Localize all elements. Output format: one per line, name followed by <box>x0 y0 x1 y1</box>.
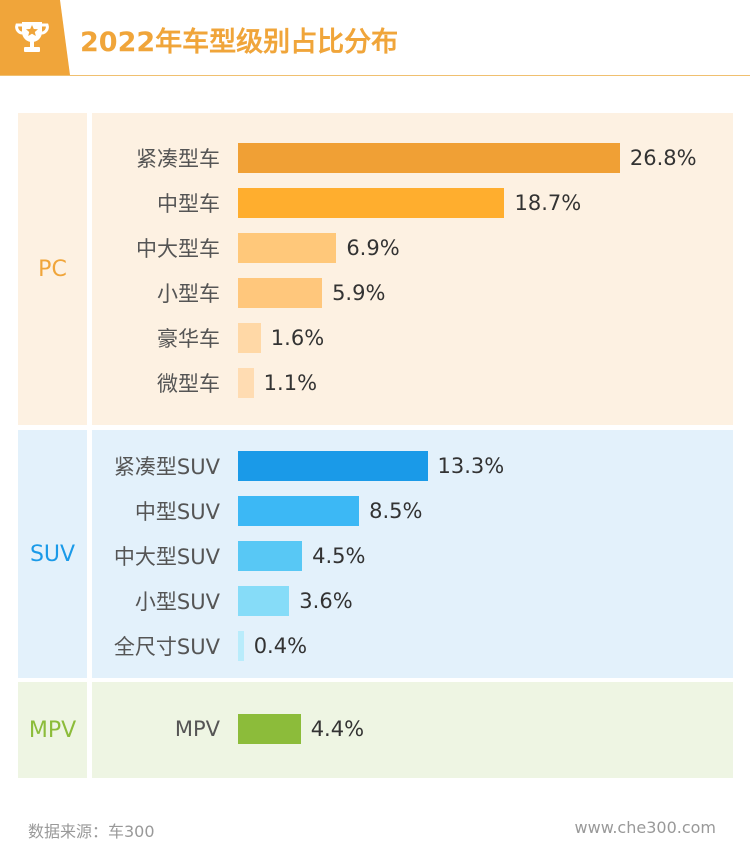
data-label: 8.5% <box>369 499 423 523</box>
bar <box>238 631 244 661</box>
bar <box>238 278 323 308</box>
bar <box>238 233 337 263</box>
group-pc: PC 紧凑型车 26.8% 中型车 18.7% 中大型车 6.9% 小型车 5.9% 豪华车 1.6… <box>18 113 733 425</box>
data-label: 1.1% <box>263 371 318 395</box>
bar <box>238 586 290 616</box>
data-label: 13.3% <box>437 454 505 478</box>
category-label: 中型车 <box>157 192 220 216</box>
chart-title: 2022年车型级别占比分布 <box>80 27 399 58</box>
category-label: 微型车 <box>157 372 220 396</box>
category-label: 豪华车 <box>157 327 220 351</box>
group-mpv: MPV MPV 4.4% <box>18 682 733 778</box>
category-label: 中型SUV <box>134 500 220 524</box>
data-label: 1.6% <box>270 326 325 350</box>
bar <box>238 188 505 218</box>
source-text: 数据来源：车300 <box>28 822 155 841</box>
group-body: 紧凑型车 26.8% 中型车 18.7% 中大型车 6.9% 小型车 5.9% 豪华车 1.6% 微… <box>92 113 733 425</box>
group-suv: SUV 紧凑型SUV 13.3% 中型SUV 8.5% 中大型SUV 4.5% 小型SUV 3.… <box>18 430 733 678</box>
header-badge <box>0 0 70 75</box>
category-label: 小型车 <box>157 282 220 306</box>
category-label: 全尺寸SUV <box>113 635 220 659</box>
group-label: SUV <box>18 430 87 678</box>
bar <box>238 143 620 173</box>
category-label: 小型SUV <box>134 590 220 614</box>
bar <box>238 368 254 398</box>
data-label: 18.7% <box>514 191 582 215</box>
bar <box>238 496 360 526</box>
data-label: 6.9% <box>346 236 400 260</box>
data-label: 4.5% <box>312 544 366 568</box>
group-body: MPV 4.4% <box>92 682 733 778</box>
data-label: 26.8% <box>629 146 697 170</box>
category-label: MPV <box>174 717 220 741</box>
category-label: 中大型SUV <box>113 545 220 569</box>
header: 2022年车型级别占比分布 <box>0 0 750 76</box>
bar <box>238 323 261 353</box>
site-url: www.che300.com <box>574 818 716 837</box>
data-label: 5.9% <box>332 281 386 305</box>
category-label: 紧凑型SUV <box>113 455 220 479</box>
bar <box>238 714 301 744</box>
trophy-icon <box>15 22 49 52</box>
category-label: 中大型车 <box>136 237 220 261</box>
data-label: 3.6% <box>299 589 353 613</box>
group-body: 紧凑型SUV 13.3% 中型SUV 8.5% 中大型SUV 4.5% 小型SUV 3.6% 全… <box>92 430 733 678</box>
data-label: 4.4% <box>310 717 365 741</box>
group-label: PC <box>18 113 87 425</box>
category-label: 紧凑型车 <box>136 147 220 171</box>
bar <box>238 541 303 571</box>
data-label: 0.4% <box>253 634 308 658</box>
group-label: MPV <box>18 682 87 778</box>
bar <box>238 451 428 481</box>
